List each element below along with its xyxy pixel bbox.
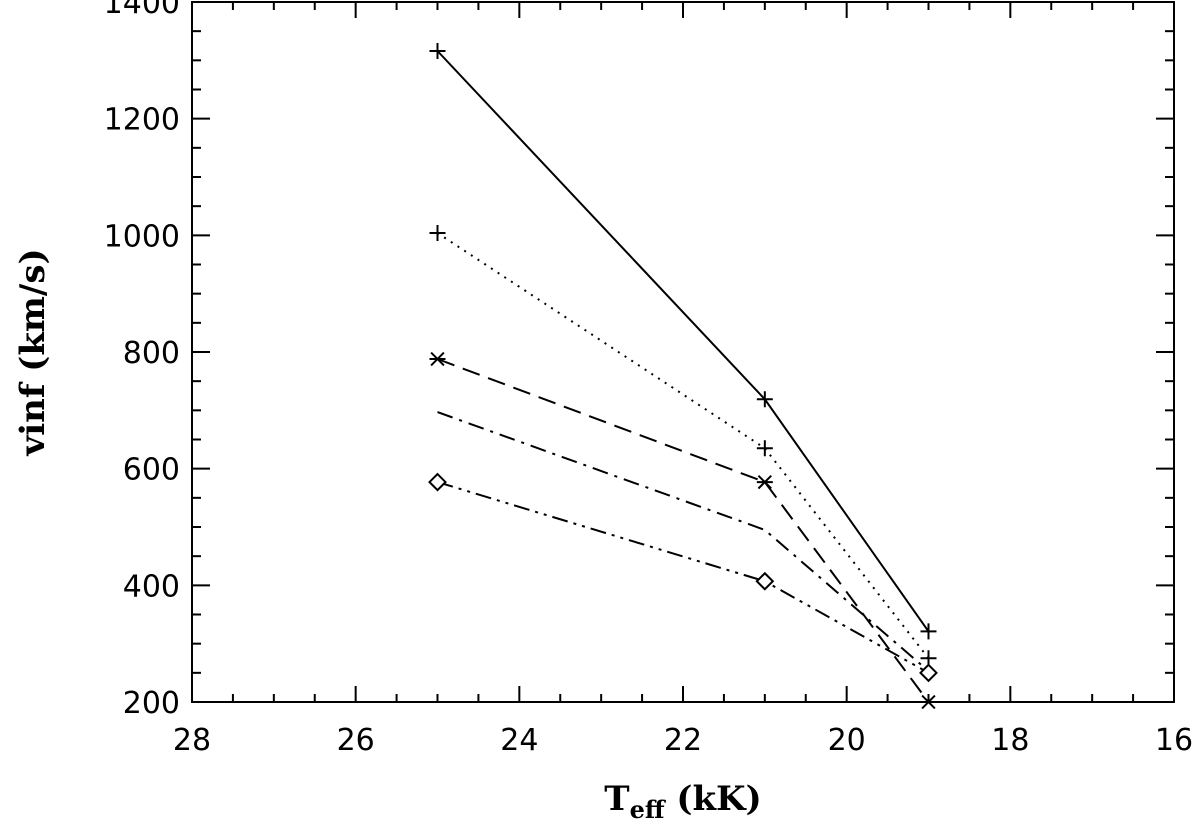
y-tick-label: 1200 (104, 103, 180, 138)
x-tick-label: 16 (1155, 723, 1193, 758)
y-tick-label: 1000 (104, 219, 180, 254)
y-axis-title: vinf (km/s) (13, 248, 53, 456)
data-markers (428, 43, 938, 710)
tick-marks (191, 1, 1175, 703)
y-tick-label: 200 (123, 686, 180, 721)
x-tick-label: 18 (991, 723, 1029, 758)
diamond-marker (428, 472, 447, 492)
plot-frame (191, 1, 1175, 703)
diamond-marker (919, 663, 938, 683)
y-tick-label: 600 (123, 453, 180, 488)
diamond-marker (755, 571, 775, 591)
asterisk-marker (920, 694, 937, 710)
series-line (436, 50, 930, 632)
asterisk-marker (756, 474, 773, 490)
x-tick-label: 28 (173, 723, 211, 758)
x-tick-label: 24 (500, 723, 538, 758)
x-axis-title: Teff (kK) (604, 779, 761, 824)
plus-marker (429, 225, 446, 241)
x-tick-label: 20 (828, 723, 866, 758)
x-axis-title-subscript: eff (630, 795, 666, 824)
series-line (437, 481, 929, 674)
y-tick-label: 400 (123, 569, 180, 604)
x-tick-labels: 28 26 24 22 20 18 16 (173, 723, 1193, 758)
y-tick-labels: 200 400 600 800 1000 1200 1400 (104, 0, 180, 721)
asterisk-marker (429, 351, 446, 367)
series-lines (436, 50, 930, 703)
y-tick-label: 800 (123, 336, 180, 371)
plus-marker (920, 623, 937, 640)
series-line (436, 232, 930, 659)
plus-marker (429, 43, 446, 59)
y-tick-label: 1400 (104, 0, 180, 21)
x-axis-title-main: T (604, 779, 629, 819)
plus-marker (756, 391, 773, 408)
series-line (437, 358, 930, 703)
plus-marker (756, 440, 773, 457)
x-axis-title-unit: (kK) (665, 779, 762, 819)
x-tick-label: 26 (337, 723, 375, 758)
x-tick-label: 22 (664, 723, 702, 758)
